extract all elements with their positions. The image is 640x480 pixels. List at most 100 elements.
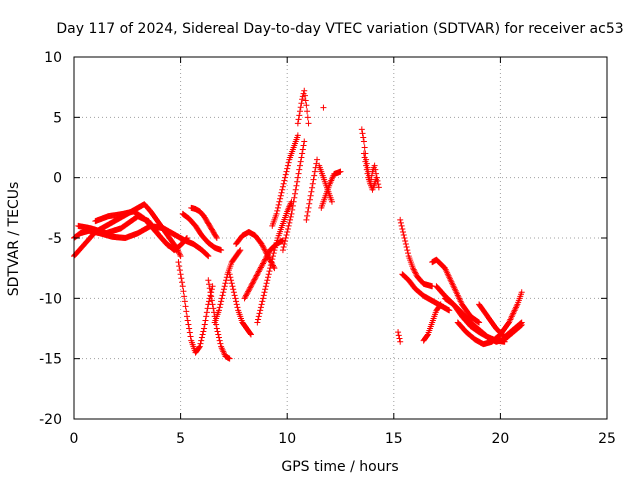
data-point xyxy=(269,253,276,260)
data-point xyxy=(278,189,285,196)
data-point xyxy=(234,304,241,311)
data-point xyxy=(248,281,255,288)
data-point xyxy=(361,144,368,151)
data-point xyxy=(257,264,264,271)
data-point xyxy=(254,271,261,278)
y-tick-label: -5 xyxy=(48,231,62,247)
data-point xyxy=(265,274,272,281)
axis-ticks: 0 5 10 15 20 25 -20 -15 -10 -5 0 5 10 xyxy=(39,50,616,447)
data-point xyxy=(201,321,208,328)
data-point xyxy=(265,251,272,258)
data-point xyxy=(218,295,225,302)
data-point xyxy=(228,280,235,287)
data-point xyxy=(395,329,402,336)
data-point xyxy=(301,92,308,99)
data-point xyxy=(282,174,289,181)
data-point xyxy=(283,231,290,238)
data-point xyxy=(186,329,193,336)
data-point xyxy=(231,292,238,299)
data-point xyxy=(279,247,286,254)
data-point xyxy=(276,198,283,205)
data-point xyxy=(179,283,186,290)
data-point xyxy=(304,114,311,121)
data-point xyxy=(237,247,244,254)
data-point xyxy=(203,309,210,316)
data-point xyxy=(184,317,191,324)
data-point xyxy=(251,276,258,283)
data-point xyxy=(178,275,185,282)
data-point xyxy=(261,257,268,264)
data-point xyxy=(279,186,286,193)
data-point xyxy=(304,208,311,215)
data-point xyxy=(176,251,183,258)
data-point xyxy=(287,216,294,223)
data-point xyxy=(308,188,315,195)
data-point xyxy=(270,250,277,257)
data-point xyxy=(255,268,262,275)
data-point xyxy=(236,248,243,255)
data-point xyxy=(397,338,404,345)
data-point xyxy=(337,168,344,175)
data-point xyxy=(405,250,412,257)
data-point xyxy=(299,146,306,153)
data-point xyxy=(397,216,404,223)
data-point xyxy=(311,168,318,175)
data-point xyxy=(375,184,382,191)
data-point xyxy=(281,241,288,248)
data-point xyxy=(373,170,380,177)
data-point xyxy=(205,277,212,284)
data-point xyxy=(197,340,204,347)
data-point xyxy=(306,196,313,203)
data-point xyxy=(274,204,281,211)
data-point xyxy=(410,266,417,273)
data-point xyxy=(218,298,225,305)
data-point xyxy=(258,301,265,308)
data-point xyxy=(401,235,408,241)
data-point xyxy=(303,216,310,223)
data-point xyxy=(404,247,411,254)
data-point xyxy=(233,301,240,308)
data-point xyxy=(177,253,184,260)
x-axis-label: GPS time / hours xyxy=(281,459,398,475)
data-point xyxy=(297,104,304,111)
data-point xyxy=(177,271,184,278)
data-point xyxy=(196,344,203,351)
data-point xyxy=(296,112,303,119)
data-point xyxy=(247,330,254,337)
data-point xyxy=(196,343,203,350)
data-point xyxy=(292,190,299,197)
data-point xyxy=(395,332,402,339)
data-point xyxy=(210,305,217,312)
data-point xyxy=(241,295,248,302)
data-point xyxy=(254,319,261,326)
data-point xyxy=(204,252,211,259)
data-point xyxy=(314,156,321,163)
data-point xyxy=(517,320,524,327)
data-point xyxy=(219,292,226,299)
data-point xyxy=(206,281,213,288)
data-point xyxy=(310,176,317,183)
data-point xyxy=(360,150,367,157)
data-point xyxy=(300,142,307,149)
data-point xyxy=(402,241,409,248)
data-point xyxy=(253,272,260,279)
data-point xyxy=(282,171,289,178)
data-point xyxy=(362,158,369,165)
data-point xyxy=(259,261,266,268)
data-point xyxy=(412,269,419,276)
data-point xyxy=(307,192,314,199)
data-point xyxy=(296,166,303,173)
data-point xyxy=(256,310,263,317)
data-point xyxy=(505,320,512,327)
data-point xyxy=(249,280,256,287)
data-point xyxy=(176,263,183,270)
data-point xyxy=(301,138,308,145)
data-point xyxy=(299,96,306,103)
data-point xyxy=(295,170,302,177)
data-point xyxy=(305,204,312,211)
y-tick-label: 5 xyxy=(53,110,62,126)
data-point xyxy=(282,235,289,241)
data-point xyxy=(284,225,291,232)
data-point xyxy=(199,331,206,338)
